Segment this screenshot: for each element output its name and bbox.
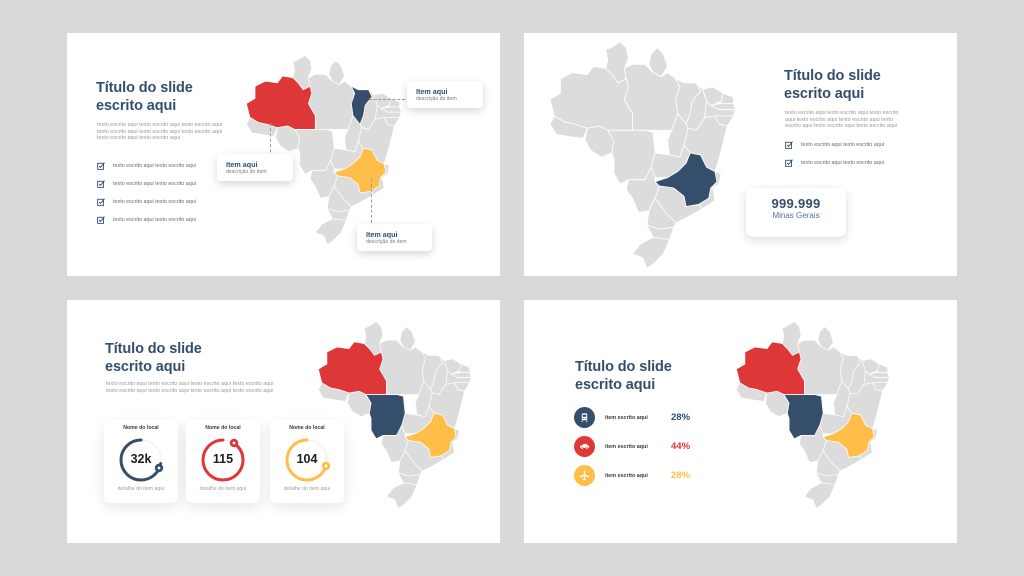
brazil-map[interactable] xyxy=(546,41,752,269)
checkbox-checked-icon xyxy=(97,216,105,224)
state-minas-gerais[interactable] xyxy=(654,152,718,207)
legend-item: item escrito aqui 28% xyxy=(574,465,690,486)
state-maranhao[interactable] xyxy=(350,85,373,125)
legend-label: item escrito aqui xyxy=(605,443,648,450)
connector-line xyxy=(270,123,271,163)
brazil-map[interactable] xyxy=(733,320,903,510)
callout-title: Item aqui xyxy=(366,230,398,239)
slide-body-text: texto escrito aqui texto escrito aqui te… xyxy=(97,122,223,142)
callout-desc: descrição do item xyxy=(366,239,407,245)
checkbox-checked-icon xyxy=(785,159,793,167)
progress-ring-yellow xyxy=(285,438,331,482)
card-detail: detalhe do item aqui xyxy=(199,486,247,492)
slide-3[interactable]: Título do slide escrito aqui texto escri… xyxy=(67,300,500,543)
callout-amazonas[interactable]: Item aqui descrição do item xyxy=(217,154,293,181)
brazil-map[interactable] xyxy=(315,320,485,510)
state-amazonas[interactable] xyxy=(246,75,316,130)
card-location-name: Nome do local xyxy=(289,425,325,431)
slide-title: Título do slide escrito aqui xyxy=(575,359,672,393)
slide-title: Título do slide escrito aqui xyxy=(784,68,881,102)
state-amazonas[interactable] xyxy=(736,341,805,395)
callout-pointer xyxy=(720,185,748,209)
legend-percent: 44% xyxy=(671,441,691,452)
progress-ring-navy xyxy=(119,438,164,482)
legend-item: item escrito aqui 44% xyxy=(574,436,690,457)
brazil-map-svg xyxy=(246,55,402,245)
state-minas-gerais[interactable] xyxy=(404,412,457,458)
slide-4[interactable]: Título do slide escrito aqui item escrit… xyxy=(524,300,957,543)
checklist-label: texto escrito aqui texto escrito aqui xyxy=(801,160,884,166)
legend-label: item escrito aqui xyxy=(605,414,648,421)
value-callout[interactable]: 999.999 Minas Gerais xyxy=(746,188,846,237)
card-value: 104 xyxy=(296,452,318,466)
checkbox-checked-icon xyxy=(785,141,793,149)
brazil-map-svg xyxy=(736,321,890,509)
card-detail: detalhe do item aqui xyxy=(117,486,165,492)
stat-card[interactable]: Nome do local 32k detalhe do item aqui xyxy=(104,420,178,503)
slide-title: Título do slide escrito aqui xyxy=(105,341,202,375)
callout-desc: descrição do item xyxy=(226,169,267,175)
stat-card[interactable]: Nome do local 115 detalhe do item aqui xyxy=(186,420,260,503)
checklist-label: texto escrito aqui texto escrito aqui xyxy=(113,217,196,223)
slide-body-text: texto escrito aqui texto escrito aqui te… xyxy=(785,110,899,130)
checklist-label: texto escrito aqui texto escrito aqui xyxy=(113,163,196,169)
card-value: 115 xyxy=(212,452,234,466)
card-location-name: Nome do local xyxy=(123,425,159,431)
callout-maranhao[interactable]: Item aqui descrição do item xyxy=(407,81,483,108)
legend-percent: 28% xyxy=(671,412,691,423)
stat-card[interactable]: Nome do local 104 detalhe do item aqui xyxy=(270,420,344,503)
state-mato-grosso[interactable] xyxy=(783,394,824,440)
checklist-item: texto escrito aqui texto escrito aqui xyxy=(97,198,196,206)
slide-body-text: texto escrito aqui texto escrito aqui te… xyxy=(106,381,274,394)
connector-line xyxy=(371,179,372,223)
checklist-item: texto escrito aqui texto escrito aqui xyxy=(97,180,196,188)
brazil-map-svg xyxy=(549,41,736,269)
callout-value: 999.999 xyxy=(771,196,821,211)
slide-1[interactable]: Título do slide escrito aqui texto escri… xyxy=(67,33,500,276)
brazil-map-svg xyxy=(318,321,472,509)
slide-2[interactable]: 999.999 Minas Gerais Título do slide esc… xyxy=(524,33,957,276)
checkbox-checked-icon xyxy=(97,162,105,170)
slide-title: Título do slide escrito aqui xyxy=(96,80,193,114)
legend-item: item escrito aqui 28% xyxy=(574,407,690,428)
checklist-label: texto escrito aqui texto escrito aqui xyxy=(113,199,196,205)
card-detail: detalhe do item aqui xyxy=(283,486,331,492)
checklist-label: texto escrito aqui texto escrito aqui xyxy=(801,142,884,148)
state-amazonas[interactable] xyxy=(318,341,387,395)
connector-line xyxy=(369,99,405,100)
state-mato-grosso[interactable] xyxy=(365,394,406,440)
callout-minas-gerais[interactable]: Item aqui descrição do item xyxy=(357,224,432,251)
callout-title: Item aqui xyxy=(416,87,448,96)
checklist-item: texto escrito aqui texto escrito aqui xyxy=(785,159,884,167)
brazil-map[interactable] xyxy=(243,55,415,245)
state-minas-gerais[interactable] xyxy=(822,412,875,458)
checklist-item: texto escrito aqui texto escrito aqui xyxy=(785,141,884,149)
airplane-icon xyxy=(574,465,595,486)
state-minas-gerais[interactable] xyxy=(333,147,387,194)
legend-percent: 28% xyxy=(671,470,691,481)
checkbox-checked-icon xyxy=(97,198,105,206)
legend-label: item escrito aqui xyxy=(605,472,648,479)
callout-desc: descrição do item xyxy=(416,96,457,102)
callout-label: Minas Gerais xyxy=(772,211,820,220)
callout-title: Item aqui xyxy=(226,160,258,169)
card-value: 32k xyxy=(130,452,152,466)
checklist-item: texto escrito aqui texto escrito aqui xyxy=(97,216,196,224)
train-icon xyxy=(574,407,595,428)
card-location-name: Nome do local xyxy=(205,425,241,431)
progress-ring-red xyxy=(201,438,245,482)
car-icon xyxy=(574,436,595,457)
checklist-label: texto escrito aqui texto escrito aqui xyxy=(113,181,196,187)
checklist-item: texto escrito aqui texto escrito aqui xyxy=(97,162,196,170)
checkbox-checked-icon xyxy=(97,180,105,188)
